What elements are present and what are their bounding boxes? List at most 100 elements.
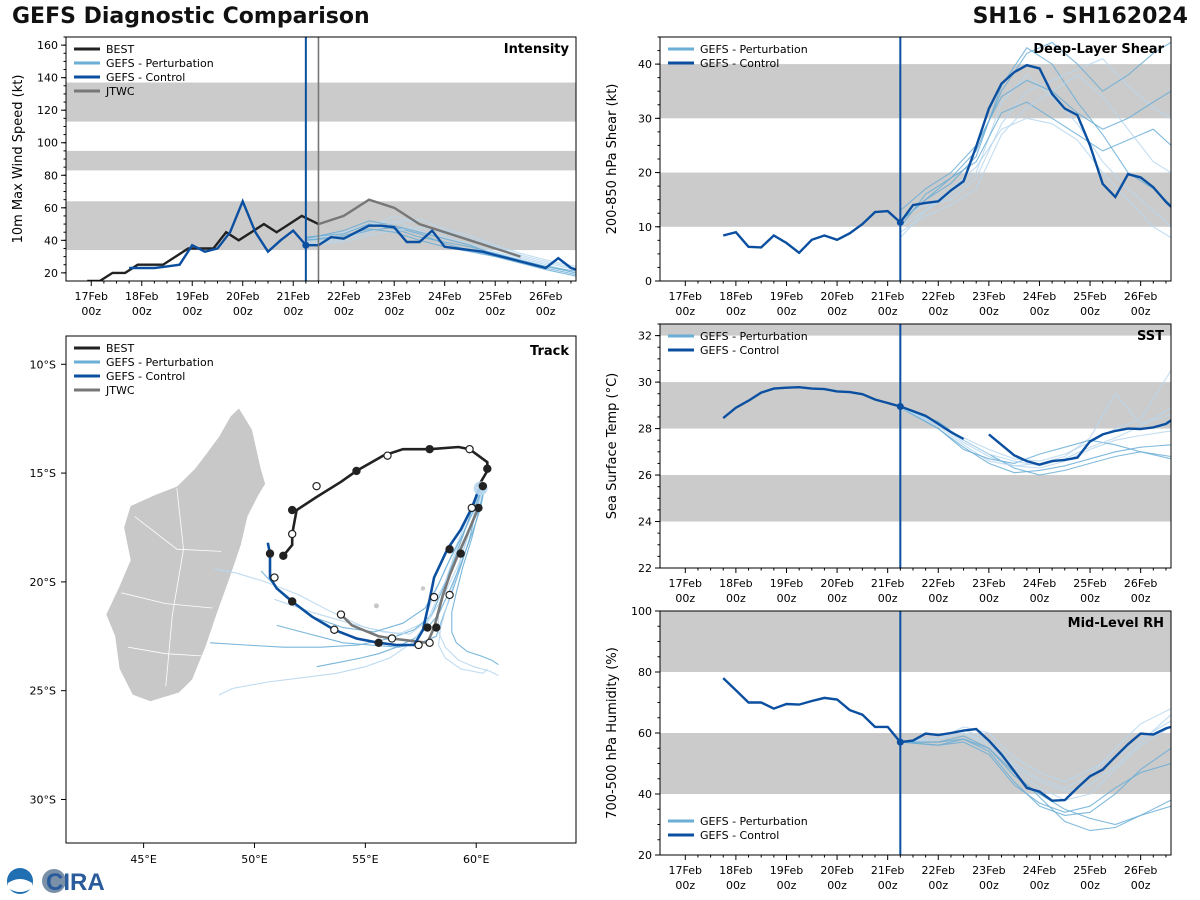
track-legend-label: BEST — [106, 342, 134, 355]
intensity-xtick-label-hour: 00z — [435, 305, 455, 318]
rh-ytick-label: 80 — [638, 666, 652, 679]
shear-panel: 0 10 20 30 40 17Feb 00z 18Feb 00z 19Feb 00z 20Feb 00… — [605, 36, 1172, 318]
sst-xtick-label-day: 26Feb — [1124, 577, 1157, 590]
best-track-marker — [352, 466, 361, 476]
sst-xtick-label-day: 24Feb — [1023, 577, 1056, 590]
intensity-xtick-label-day: 21Feb — [276, 290, 309, 303]
shear-xtick-label-day: 26Feb — [1124, 290, 1157, 303]
track-perturbation-line-7 — [451, 483, 499, 666]
rh-ytick-label: 40 — [638, 788, 652, 801]
rh-perturbation-line-1 — [900, 738, 1171, 816]
shear-perturbation-line-3 — [899, 101, 1171, 228]
shear-xtick-label-hour: 00z — [726, 305, 746, 318]
region-boundary-3 — [165, 488, 184, 687]
intensity-xtick-label-day: 22Feb — [327, 290, 360, 303]
shear-xtick-label-hour: 00z — [928, 305, 948, 318]
track-map-area — [105, 407, 499, 703]
intensity-ytick-label: 60 — [44, 202, 58, 215]
intensity-band-2 — [66, 82, 576, 122]
sst-legend-label: GEFS - Control — [700, 344, 779, 357]
best-track-line — [282, 445, 489, 557]
sst-title: SST — [1137, 329, 1164, 344]
sst-plot-area — [660, 324, 1171, 522]
intensity-ytick-label: 120 — [37, 104, 58, 117]
reunion-island — [373, 603, 379, 609]
shear-series-gefs-control0 — [722, 63, 1171, 255]
shear-band-0 — [660, 172, 1171, 227]
intensity-ytick-label: 40 — [44, 234, 58, 247]
rh-xtick-label-day: 24Feb — [1023, 864, 1056, 877]
intensity-xtick-label-hour: 00z — [233, 305, 253, 318]
control-track-marker — [265, 549, 275, 558]
intensity-title: Intensity — [504, 42, 570, 57]
sst-panel: 22 24 26 28 30 32 17Feb 00z 18Feb 00z 19Feb 00z 20Fe… — [605, 323, 1172, 605]
sst-ytick-label: 30 — [638, 376, 652, 389]
sst-xtick-label-day: 25Feb — [1073, 577, 1106, 590]
rh-xtick-label-hour: 00z — [827, 879, 847, 892]
track-xtick-label: 50°E — [241, 853, 267, 866]
sst-xtick-label-day: 23Feb — [972, 577, 1005, 590]
track-perturbation-line-8 — [218, 488, 482, 696]
intensity-perturbation-line-6 — [305, 218, 576, 267]
sst-perturbation-line-0 — [900, 407, 1171, 469]
control-track-line — [266, 483, 487, 647]
sst-ytick-label: 32 — [638, 330, 652, 343]
jtwc-track-marker — [456, 549, 465, 558]
shear-xtick-label-hour: 00z — [1131, 305, 1151, 318]
sst-band-1 — [660, 382, 1171, 429]
intensity-xtick-label-hour: 00z — [283, 305, 303, 318]
rh-perturbation-line-7 — [900, 738, 1171, 832]
rh-ytick-label: 100 — [631, 605, 652, 618]
intensity-xtick-label-day: 26Feb — [529, 290, 562, 303]
sst-xtick-label-hour: 00z — [827, 592, 847, 605]
shear-ylabel: 200-850 hPa Shear (kt) — [605, 84, 620, 235]
control-track-marker — [467, 503, 476, 513]
intensity-panel: 20 40 60 80 100 120 140 160 17Feb 00z 18Feb 00z 19Fe… — [11, 36, 577, 318]
sst-series-gefs-control0 — [722, 385, 965, 441]
track-xtick-label: 45°E — [130, 853, 156, 866]
intensity-legend-label: GEFS - Perturbation — [106, 57, 214, 70]
intensity-init-marker — [302, 241, 310, 249]
rh-xtick-label-day: 26Feb — [1124, 864, 1157, 877]
rh-xtick-label-day: 22Feb — [922, 864, 955, 877]
madagascar-landmass — [105, 407, 267, 703]
storm-id: SH16 - SH162024 — [972, 4, 1188, 29]
rh-xtick-label-hour: 00z — [1030, 879, 1050, 892]
track-xtick-label: 60°E — [463, 853, 489, 866]
sst-ytick-label: 26 — [638, 469, 652, 482]
track-perturbation-line-0 — [214, 488, 482, 635]
shear-xtick-label-hour: 00z — [827, 305, 847, 318]
rh-perturbation-line-3 — [900, 735, 1171, 826]
shear-perturbation-line-5 — [899, 79, 1171, 211]
intensity-xtick-label-hour: 00z — [536, 305, 556, 318]
region-boundary-2 — [128, 646, 202, 657]
best-track-marker — [312, 481, 321, 491]
sst-xtick-label-hour: 00z — [979, 592, 999, 605]
rh-xtick-label-hour: 00z — [878, 879, 898, 892]
shear-xtick-label-day: 21Feb — [871, 290, 904, 303]
shear-xtick-label-hour: 00z — [979, 305, 999, 318]
rh-xtick-label-hour: 00z — [979, 879, 999, 892]
track-ytick-label: 10°S — [30, 358, 56, 371]
intensity-xtick-label-day: 25Feb — [478, 290, 511, 303]
intensity-band-1 — [66, 150, 576, 171]
rh-band-1 — [660, 611, 1171, 672]
rh-xtick-label-day: 20Feb — [820, 864, 853, 877]
sst-ylabel: Sea Surface Temp (°C) — [605, 373, 620, 520]
rh-xtick-label-hour: 00z — [1131, 879, 1151, 892]
intensity-xtick-label-hour: 00z — [132, 305, 152, 318]
rh-ytick-label: 20 — [638, 849, 652, 862]
shear-xtick-label-day: 24Feb — [1023, 290, 1056, 303]
intensity-ylabel: 10m Max Wind Speed (kt) — [11, 75, 26, 244]
intensity-xtick-label-day: 17Feb — [75, 290, 108, 303]
sst-xtick-label-day: 20Feb — [820, 577, 853, 590]
shear-xtick-label-hour: 00z — [675, 305, 695, 318]
intensity-xtick-label-day: 19Feb — [175, 290, 208, 303]
sst-ytick-label: 22 — [638, 562, 652, 575]
track-ytick-label: 15°S — [30, 467, 56, 480]
shear-xtick-label-day: 25Feb — [1073, 290, 1106, 303]
shear-ytick-label: 20 — [638, 167, 652, 180]
sst-xtick-label-day: 22Feb — [922, 577, 955, 590]
sst-xtick-label-hour: 00z — [675, 592, 695, 605]
